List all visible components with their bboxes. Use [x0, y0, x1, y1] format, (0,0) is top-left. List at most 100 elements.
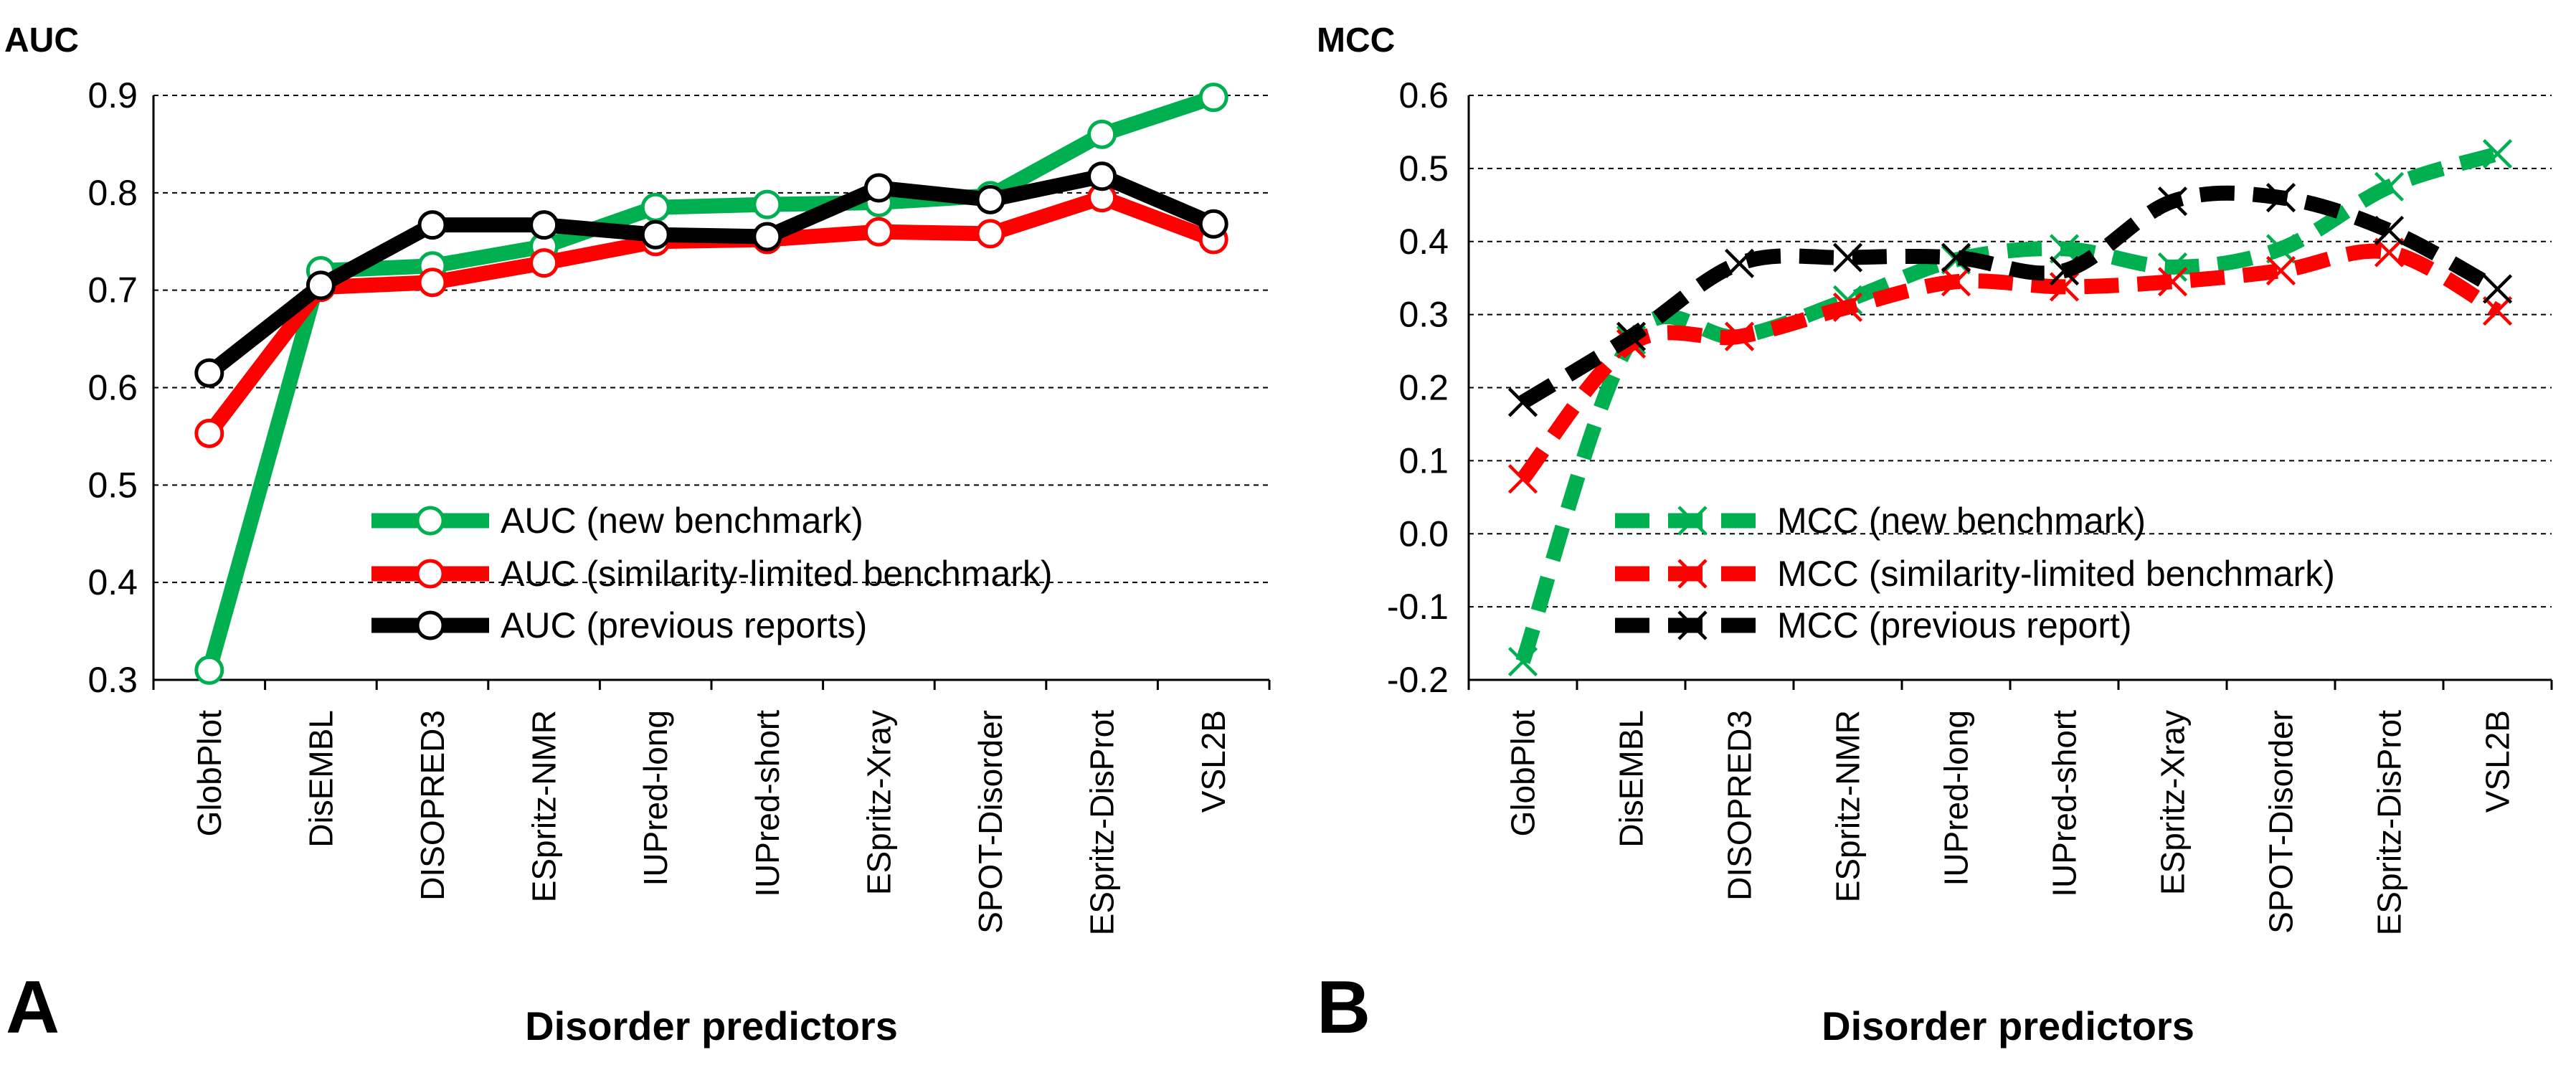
data-point — [1198, 209, 1228, 239]
data-point — [640, 219, 671, 250]
y-tick-label: 0.7 — [87, 270, 138, 311]
data-point-stroke — [1677, 559, 1708, 589]
data-point — [2374, 215, 2405, 246]
x-tick-label: IUPred-long — [1938, 710, 1975, 886]
data-point-stroke — [2482, 274, 2513, 304]
data-point — [417, 210, 448, 240]
x-tick-label: SPOT-Disorder — [972, 710, 1009, 934]
data-point-stroke — [1724, 321, 1755, 351]
legend: AUC (new benchmark) AUC (similarity-limit… — [371, 501, 1053, 645]
series-2 — [194, 161, 1228, 388]
x-tick-label: DISOPRED3 — [414, 710, 451, 901]
x-tick-label: ESpritz-DisProt — [2371, 710, 2408, 936]
data-point-stroke — [1677, 610, 1708, 640]
y-tick-label: 0.3 — [87, 660, 138, 700]
data-point-stroke — [2482, 295, 2513, 326]
y-tick-label: 0.0 — [1398, 513, 1449, 554]
data-point-stroke — [2374, 237, 2405, 268]
x-tick-label: GlobPlot — [191, 710, 228, 837]
data-point-stroke — [2265, 234, 2296, 264]
data-point-stroke — [1507, 646, 1538, 677]
data-point — [1724, 248, 1755, 278]
data-point — [529, 248, 559, 278]
data-point — [1507, 646, 1538, 677]
y-tick-label: 0.6 — [1398, 75, 1449, 115]
x-tick-label: ESpritz-Xray — [860, 710, 897, 895]
x-tick-label: IUPred-short — [2046, 710, 2083, 897]
data-point-stroke — [2482, 138, 2513, 169]
legend: MCC (new benchmark) MCC (similarity-limit… — [1615, 501, 2335, 645]
x-axis-title: Disorder predictors — [525, 1003, 898, 1049]
panel-label: A — [6, 966, 60, 1049]
data-point-stroke — [2374, 171, 2405, 202]
data-point — [2482, 295, 2513, 326]
x-tick-label: SPOT-Disorder — [2263, 710, 2300, 934]
data-point — [1616, 321, 1647, 351]
series-line — [202, 90, 1221, 678]
y-axis-title: AUC — [4, 22, 79, 60]
y-tick-label: -0.1 — [1387, 587, 1449, 627]
data-point — [194, 418, 224, 448]
data-point — [1941, 267, 1971, 297]
data-point — [975, 184, 1005, 214]
data-point — [2265, 183, 2296, 213]
data-point — [415, 506, 445, 536]
x-tick-label: ESpritz-Xray — [2154, 710, 2192, 895]
y-tick-label: 0.5 — [87, 465, 138, 505]
y-tick-label: 0.3 — [1398, 295, 1449, 335]
data-point-stroke — [2157, 186, 2188, 217]
y-tick-label: -0.2 — [1387, 660, 1449, 700]
data-point-stroke — [1616, 321, 1647, 351]
data-point — [975, 219, 1005, 249]
series-line — [1517, 243, 2501, 484]
data-point — [1507, 387, 1538, 417]
data-point — [1087, 119, 1117, 149]
data-point — [2265, 255, 2296, 286]
series-1 — [194, 183, 1228, 448]
x-tick-label: IUPred-short — [749, 710, 786, 897]
data-point — [1724, 321, 1755, 351]
data-point — [863, 217, 894, 247]
data-point-stroke — [2049, 255, 2080, 286]
data-point — [1941, 242, 1971, 273]
legend-label: AUC (new benchmark) — [501, 501, 863, 541]
data-point-stroke — [1941, 242, 1971, 273]
data-point — [863, 173, 894, 203]
data-point — [415, 610, 445, 640]
data-point-stroke — [1507, 387, 1538, 417]
legend-label: MCC (similarity-limited benchmark) — [1777, 554, 2335, 594]
panel-label: B — [1317, 966, 1370, 1049]
panel-a-auc-chart: 0.3 0.4 0.5 0.6 0.7 0.8 0.9 GlobPlot DisEMBL DISO… — [4, 22, 1271, 1049]
data-point — [1677, 610, 1708, 640]
data-point — [2157, 186, 2188, 217]
data-point-stroke — [1724, 248, 1755, 278]
y-axis-title: MCC — [1317, 22, 1395, 60]
data-point-stroke — [2049, 234, 2080, 264]
data-point-stroke — [1677, 506, 1708, 536]
data-point — [306, 270, 336, 300]
x-tick-label: ESpritz-NMR — [526, 710, 563, 902]
panel-b-mcc-chart: -0.2 -0.1 0.0 0.1 0.2 0.3 0.4 0.5 0.6 GlobPlot Dis… — [1317, 22, 2553, 1049]
legend-label: MCC (previous report) — [1777, 605, 2132, 645]
x-tick-label: IUPred-long — [637, 710, 674, 886]
data-point — [2374, 237, 2405, 268]
data-point — [1198, 82, 1228, 113]
data-point — [752, 222, 782, 252]
data-point — [2482, 138, 2513, 169]
x-tick-label: VSL2B — [2479, 710, 2516, 813]
series-1 — [1507, 237, 2513, 494]
data-point — [2049, 234, 2080, 264]
legend-label: AUC (previous reports) — [501, 605, 867, 645]
data-point-stroke — [2374, 215, 2405, 246]
y-tick-label: 0.1 — [1398, 440, 1449, 481]
data-point-stroke — [2157, 267, 2188, 297]
x-tick-label: VSL2B — [1195, 710, 1232, 813]
data-point — [1832, 242, 1863, 273]
y-tick-label: 0.4 — [87, 562, 138, 602]
y-tick-label: 0.6 — [87, 368, 138, 408]
data-point — [194, 358, 224, 388]
x-tick-label: DisEMBL — [302, 710, 339, 848]
y-tick-label: 0.9 — [87, 75, 138, 115]
data-point — [1677, 559, 1708, 589]
